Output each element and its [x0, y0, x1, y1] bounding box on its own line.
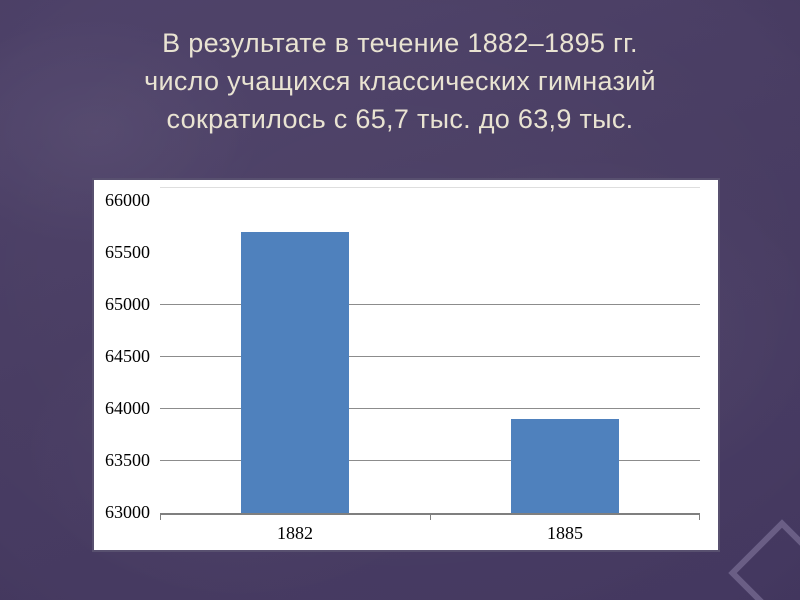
y-tick-label-66000: 66000: [105, 190, 150, 210]
y-axis: 66000 65500 65000 64500 64000 63500 63000: [105, 187, 157, 521]
bar-1882: [241, 232, 349, 513]
slide-title-line-3: сократилось с 65,7 тыс. до 63,9 тыс.: [166, 104, 634, 134]
gridline-64000: [160, 408, 700, 409]
plot-area: 1882 1885: [160, 187, 700, 543]
x-tick-label-1882: 1882: [277, 523, 313, 543]
corner-diamond-decoration: [728, 519, 800, 600]
bar-1885: [511, 419, 619, 513]
slide-title-line-1: В результате в течение 1882–1895 гг.: [162, 28, 638, 58]
x-tick-label-1885: 1885: [547, 523, 583, 543]
gridline-64500: [160, 356, 700, 357]
x-axis-tick: [699, 515, 700, 520]
slide-title-line-2: число учащихся классических гимназий: [144, 66, 656, 96]
y-tick-label-63500: 63500: [105, 450, 150, 470]
slide-title: В результате в течение 1882–1895 гг. чис…: [30, 24, 770, 138]
y-tick-label-65500: 65500: [105, 242, 150, 262]
y-tick-label-64500: 64500: [105, 346, 150, 366]
y-tick-label-64000: 64000: [105, 398, 150, 418]
x-axis-tick: [160, 515, 161, 520]
y-tick-label-63000: 63000: [105, 502, 150, 522]
y-tick-label-65000: 65000: [105, 294, 150, 314]
bar-chart: 66000 65500 65000 64500 64000 63500 63000 1882…: [92, 178, 720, 552]
gridline-63500: [160, 460, 700, 461]
gridline-65000: [160, 304, 700, 305]
x-axis-tick: [430, 515, 431, 520]
